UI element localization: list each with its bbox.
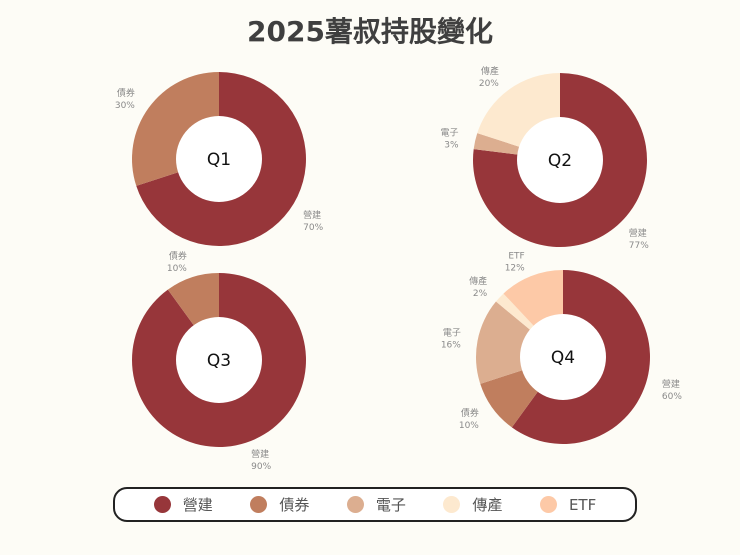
donut-hole (520, 314, 606, 400)
slice-label: 電子 (440, 127, 458, 138)
slice-label: 營建 (662, 378, 680, 390)
slice-value-label: 77% (629, 241, 649, 251)
donut-hole (517, 117, 603, 203)
legend-label: 電子 (375, 496, 406, 514)
slice-label: ETF (508, 251, 524, 261)
donut-charts: 營建 70% 債券 30% Q1 營建 77% 電子 3% 傳產 20% Q2 營建 90% 債券 10% Q3… (115, 65, 683, 472)
slice-value-label: 16% (441, 341, 461, 351)
slice-value-label: 20% (479, 79, 499, 89)
legend-label: 傳產 (472, 496, 503, 514)
legend-label: ETF (568, 495, 597, 514)
slice-label: 傳產 (469, 275, 487, 287)
quarter-label: Q4 (551, 348, 575, 368)
legend-item-ETF[interactable]: ETF (539, 495, 597, 514)
slice-label: 營建 (629, 227, 647, 239)
slice-value-label: 60% (662, 392, 682, 402)
legend-item-傳產[interactable]: 傳產 (443, 494, 502, 515)
quarter-label: Q3 (207, 351, 231, 371)
slice-label: 傳產 (481, 65, 499, 77)
slice-label: 營建 (251, 448, 269, 460)
donut-hole (176, 116, 262, 202)
slice-label: 債券 (461, 407, 479, 419)
quarter-label: Q2 (548, 151, 572, 171)
legend-swatch (153, 496, 171, 513)
chart-title: 2025薯叔持股變化 (247, 15, 493, 48)
legend-swatch (539, 496, 557, 513)
slice-value-label: 10% (459, 421, 479, 431)
slice-value-label: 90% (251, 462, 271, 472)
legend-item-營建[interactable]: 營建 (153, 494, 213, 515)
legend-swatch (346, 496, 364, 513)
slice-label: 電子 (443, 328, 461, 339)
legend-swatch (250, 496, 268, 513)
legend-label: 債券 (279, 496, 310, 514)
slice-label: 債券 (117, 87, 135, 99)
legend-swatch (443, 496, 461, 513)
slice-label: 營建 (303, 209, 321, 221)
quarter-label: Q1 (207, 150, 231, 170)
slice-value-label: 2% (473, 289, 488, 299)
slice-value-label: 12% (505, 263, 525, 273)
slice-label: 債券 (169, 250, 187, 262)
slice-value-label: 30% (115, 101, 135, 111)
legend-item-電子[interactable]: 電子 (346, 494, 406, 515)
slice-value-label: 10% (167, 264, 187, 274)
legend-label: 營建 (182, 496, 213, 514)
donut-hole (176, 317, 262, 403)
slice-value-label: 3% (444, 140, 459, 150)
legend: 營建 債券 電子 傳產 ETF (113, 487, 637, 522)
slice-value-label: 70% (303, 223, 323, 233)
legend-item-債券[interactable]: 債券 (250, 494, 309, 515)
